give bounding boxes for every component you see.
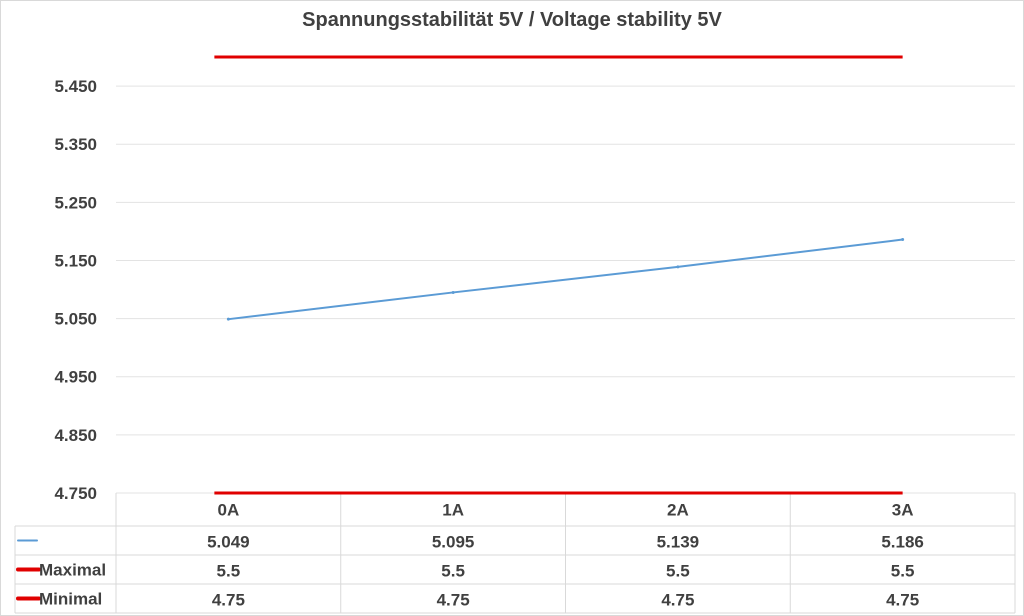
x-tick-label: 0A: [218, 501, 240, 520]
data-point: [226, 317, 230, 321]
data-point: [676, 265, 680, 269]
legend-label: Minimal: [39, 590, 102, 609]
data-label: 5.049: [207, 533, 250, 552]
data-label: 4.75: [886, 591, 919, 610]
y-tick-label: 5.450: [54, 77, 97, 96]
data-label: 5.095: [432, 533, 475, 552]
data-label: 5.186: [881, 533, 924, 552]
series-line-voltage: [228, 238, 903, 321]
data-label: 5.139: [657, 533, 700, 552]
data-label: 5.5: [891, 562, 915, 581]
data-label: 4.75: [437, 591, 470, 610]
y-tick-label: 5.250: [54, 193, 97, 212]
x-tick-label: 2A: [667, 501, 689, 520]
y-tick-label: 4.850: [54, 426, 97, 445]
y-tick-label: 4.750: [54, 484, 97, 503]
data-point: [451, 290, 455, 294]
data-label: 5.5: [441, 562, 465, 581]
data-label: 4.75: [661, 591, 694, 610]
y-tick-label: 5.050: [54, 310, 97, 329]
chart-title: Spannungsstabilität 5V / Voltage stabili…: [302, 9, 722, 31]
legend-label: Maximal: [39, 561, 106, 580]
x-tick-label: 3A: [892, 501, 914, 520]
data-label: 4.75: [212, 591, 245, 610]
data-label: 5.5: [666, 562, 690, 581]
y-tick-label: 5.150: [54, 251, 97, 270]
y-tick-label: 4.950: [54, 368, 97, 387]
y-tick-label: 5.350: [54, 135, 97, 154]
data-point: [901, 238, 905, 242]
x-tick-label: 1A: [442, 501, 464, 520]
data-label: 5.5: [217, 562, 241, 581]
